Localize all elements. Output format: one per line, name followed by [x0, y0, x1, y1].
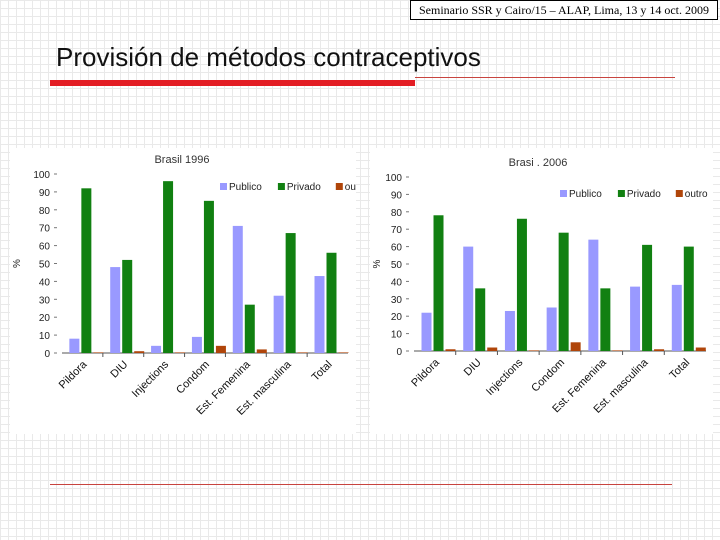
- bar-publico-diu: [110, 267, 121, 353]
- bar-privado-est-femenina: [244, 304, 255, 353]
- y-tick-label: 80: [391, 208, 403, 219]
- legend-swatch-privado: [277, 183, 285, 190]
- bar-chart-1996: Brasil 1996 0 10 20 30 40 50 60 70 80 90 100% Pildor…: [12, 154, 368, 418]
- bar-privado-condom: [203, 200, 214, 353]
- bar-outro-injections: [528, 350, 539, 351]
- y-tick-label: 30: [391, 295, 403, 306]
- y-tick-label: 30: [39, 295, 51, 306]
- bar-privado-condom: [558, 232, 569, 351]
- bar-chart-2006: Brasi . 2006 0 10 20 30 40 50 60 70 80 90 100% Pildo…: [372, 157, 708, 416]
- bar-outro-est-masculina: [654, 349, 665, 351]
- bottom-rule: [50, 484, 672, 485]
- bar-privado-pildora: [433, 215, 444, 351]
- bar-privado-est-masculina: [642, 244, 653, 351]
- bar-outro-condom: [215, 345, 226, 353]
- bar-publico-injections: [504, 310, 515, 351]
- x-category-label: DIU: [462, 357, 484, 379]
- bar-outro-diu: [134, 351, 145, 353]
- y-tick-label: 50: [39, 260, 51, 271]
- bar-publico-total: [671, 284, 682, 351]
- y-tick-label: 40: [391, 277, 403, 288]
- bar-publico-pildora: [421, 312, 432, 351]
- y-axis-label: %: [12, 259, 23, 268]
- bar-outro-pildora: [93, 352, 104, 353]
- bar-outro-total: [338, 352, 349, 353]
- legend-swatch-publico: [220, 183, 227, 190]
- y-tick-label: 20: [39, 313, 51, 324]
- x-category-label: Total: [310, 359, 335, 384]
- bar-publico-pildora: [69, 338, 80, 353]
- y-tick-label: 40: [39, 277, 51, 288]
- bar-privado-est-femenina: [600, 288, 611, 351]
- bar-privado-injections: [163, 181, 174, 353]
- x-category-label: Pildora: [57, 358, 90, 391]
- title-rule-red: [50, 80, 415, 86]
- y-tick-label: 70: [391, 225, 403, 236]
- y-axis-label: %: [372, 259, 383, 268]
- bar-privado-diu: [475, 288, 486, 351]
- chart-title: Brasi . 2006: [509, 157, 568, 169]
- bar-privado-total: [683, 246, 694, 351]
- bar-publico-est-masculina: [273, 295, 284, 353]
- x-category-label: Condom: [529, 357, 567, 395]
- chart-panel-1996: Brasil 1996 0 10 20 30 40 50 60 70 80 90 100% Pildor…: [10, 148, 368, 434]
- x-category-label: Pildora: [409, 356, 442, 389]
- y-tick-label: 60: [391, 243, 403, 254]
- legend-label-publico: Publico: [569, 189, 602, 200]
- bar-privado-total: [326, 252, 337, 353]
- bar-publico-diu: [463, 246, 474, 351]
- chart-panel-2006: Brasi . 2006 0 10 20 30 40 50 60 70 80 90 100% Pildo…: [370, 148, 713, 434]
- legend-swatch-outro: [675, 190, 683, 197]
- x-category-label: Injections: [484, 356, 526, 398]
- y-tick-label: 90: [391, 190, 403, 201]
- bar-publico-total: [314, 276, 325, 353]
- legend-swatch-publico: [560, 190, 567, 197]
- y-tick-label: 0: [44, 349, 50, 360]
- legend-label-publico: Publico: [229, 182, 262, 193]
- slide-title: Provisión de métodos contraceptivos: [56, 42, 481, 72]
- bar-privado-est-masculina: [285, 233, 296, 353]
- bar-outro-total: [695, 347, 706, 351]
- bar-publico-est-masculina: [630, 286, 641, 351]
- bar-outro-est-masculina: [297, 352, 308, 353]
- bar-publico-injections: [151, 345, 162, 353]
- y-tick-label: 80: [39, 206, 51, 217]
- bar-outro-est-femenina: [612, 350, 623, 351]
- y-tick-label: 10: [391, 330, 403, 341]
- legend-swatch-privado: [617, 190, 625, 197]
- legend-label-outro: outro: [345, 182, 356, 193]
- bar-outro-injections: [175, 352, 186, 353]
- bar-outro-condom: [570, 342, 581, 351]
- y-tick-label: 90: [39, 188, 51, 199]
- y-tick-label: 50: [391, 260, 403, 271]
- x-category-label: Injections: [130, 358, 172, 400]
- y-tick-label: 100: [33, 170, 50, 181]
- y-tick-label: 0: [396, 347, 402, 358]
- y-tick-label: 60: [39, 242, 51, 253]
- legend-label-outro: outro: [685, 189, 708, 200]
- x-category-label: Condom: [174, 359, 212, 397]
- bar-privado-injections: [516, 218, 527, 351]
- chart-title: Brasil 1996: [154, 154, 209, 166]
- x-category-label: DIU: [108, 359, 130, 381]
- title-rule-line: [415, 77, 675, 78]
- y-tick-label: 100: [385, 173, 402, 184]
- bar-privado-pildora: [81, 188, 92, 353]
- y-tick-label: 10: [39, 331, 51, 342]
- y-tick-label: 20: [391, 312, 403, 323]
- bar-outro-pildora: [445, 349, 456, 351]
- bar-publico-est-femenina: [232, 225, 243, 353]
- seminar-header-note: Seminario SSR y Cairo/15 – ALAP, Lima, 1…: [410, 0, 718, 20]
- legend-label-privado: Privado: [287, 182, 321, 193]
- bar-outro-est-femenina: [256, 349, 267, 353]
- y-tick-label: 70: [39, 224, 51, 235]
- bar-privado-diu: [122, 259, 133, 353]
- bar-publico-condom: [191, 336, 202, 353]
- bar-publico-est-femenina: [588, 239, 599, 351]
- bar-outro-diu: [487, 347, 498, 351]
- bar-publico-condom: [546, 307, 557, 351]
- legend-label-privado: Privado: [627, 189, 661, 200]
- x-category-label: Total: [667, 357, 692, 382]
- legend-swatch-outro: [335, 183, 343, 190]
